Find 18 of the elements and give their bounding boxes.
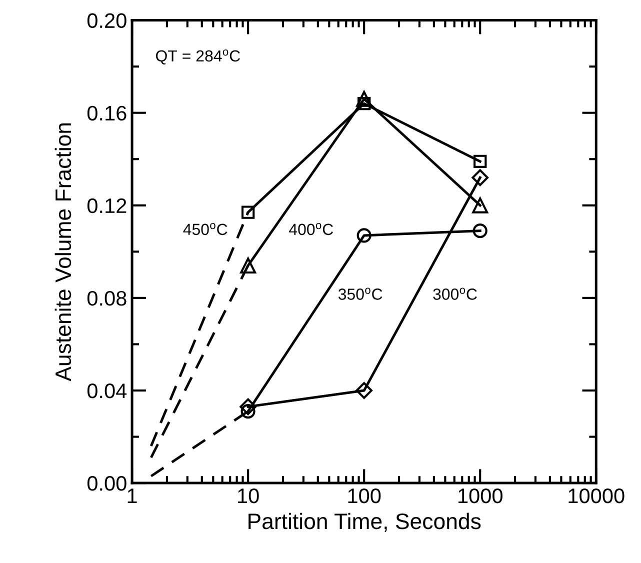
series-label: 450$^{o}$C bbox=[183, 222, 228, 236]
x-tick-label: 1 bbox=[128, 488, 137, 504]
y-tick-label: 0.08 bbox=[87, 290, 126, 306]
y-tick-label: 0.00 bbox=[87, 476, 126, 491]
x-axis-title: Partition Time, Seconds bbox=[248, 512, 481, 532]
y-axis-title: Austenite Volume Fraction bbox=[54, 123, 72, 382]
y-tick-label: 0.16 bbox=[87, 106, 126, 121]
series-label: 300$^{o}$C bbox=[433, 288, 477, 300]
x-tick-label: 10000 bbox=[568, 488, 624, 504]
x-tick-label: 1000 bbox=[458, 488, 502, 504]
y-tick-label: 0.12 bbox=[87, 198, 126, 214]
annotation: QT = 284$^{o}$C bbox=[156, 50, 240, 64]
y-tick-label: 0.04 bbox=[87, 384, 127, 398]
x-tick-label: 10 bbox=[238, 488, 259, 504]
series-label: 400$^{o}$C bbox=[289, 222, 334, 236]
x-tick-label: 100 bbox=[348, 488, 381, 504]
series-label: 350$^{o}$C bbox=[338, 288, 382, 300]
y-tick-label: 0.20 bbox=[87, 13, 126, 28]
